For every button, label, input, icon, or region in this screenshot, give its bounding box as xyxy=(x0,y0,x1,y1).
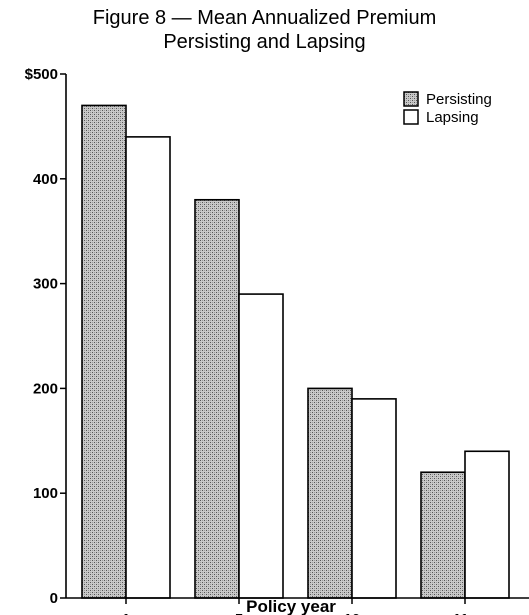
x-tick-label: 1 xyxy=(122,611,130,615)
bar-persisting-10 xyxy=(308,388,352,598)
x-tick-label: 5 xyxy=(235,611,243,615)
bar-lapsing-1 xyxy=(126,137,170,598)
y-tick-label: $500 xyxy=(25,66,58,83)
y-tick-label: 300 xyxy=(33,276,58,293)
x-tick-label: 11+ xyxy=(453,611,478,615)
x-axis-label: Policy year xyxy=(246,597,336,615)
bar-lapsing-5 xyxy=(239,294,283,598)
legend-label-persisting: Persisting xyxy=(426,91,492,108)
y-tick-label: 400 xyxy=(33,171,58,188)
bar-lapsing-11plus xyxy=(465,451,509,598)
bar-persisting-5 xyxy=(195,200,239,598)
legend-swatch-lapsing xyxy=(404,110,418,124)
bar-persisting-11plus xyxy=(421,472,465,598)
y-tick-label: 100 xyxy=(33,485,58,502)
y-tick-label: 0 xyxy=(50,590,58,607)
bar-lapsing-10 xyxy=(352,399,396,598)
bars-group xyxy=(82,105,509,598)
legend-swatch-persisting xyxy=(404,92,418,106)
legend-label-lapsing: Lapsing xyxy=(426,109,479,126)
y-tick-label: 200 xyxy=(33,380,58,397)
x-tick-label: 10 xyxy=(344,611,361,615)
bar-persisting-1 xyxy=(82,105,126,598)
